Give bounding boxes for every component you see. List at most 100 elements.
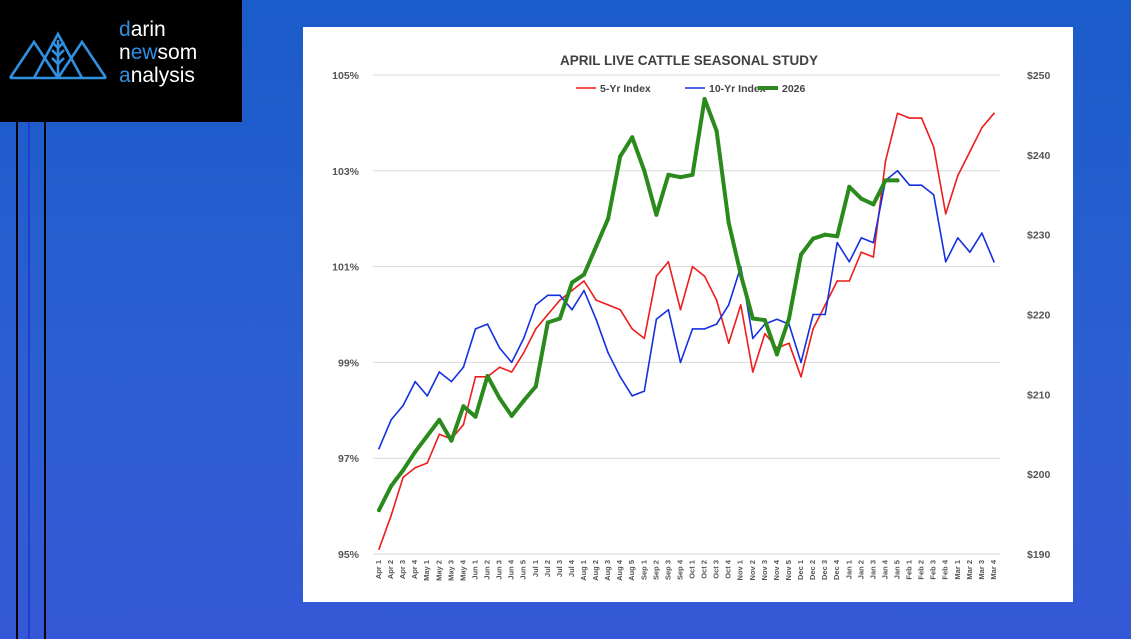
data-point: [824, 313, 826, 316]
chart-panel: APRIL LIVE CATTLE SEASONAL STUDY 95% 97% 9…: [303, 27, 1073, 602]
data-point: [824, 304, 826, 306]
left-axis-tick-label: 105%: [332, 70, 360, 82]
x-axis-tick-label: Aug 2: [591, 560, 600, 581]
data-point: [883, 178, 888, 183]
brand-wordmark: darin newsom analysis: [119, 18, 197, 87]
data-point: [872, 241, 875, 244]
data-point: [848, 280, 851, 282]
data-point: [643, 337, 646, 340]
data-point: [473, 414, 478, 419]
data-point: [860, 237, 863, 239]
data-point: [498, 347, 501, 349]
data-point: [981, 232, 983, 234]
data-point: [739, 304, 742, 306]
data-point: [703, 328, 706, 330]
x-axis-tick-label: Jan 2: [856, 560, 865, 579]
x-axis-tick-label: Aug 1: [579, 560, 588, 581]
x-axis-tick-label: Dec 3: [820, 560, 829, 580]
data-point: [678, 175, 683, 180]
data-point: [437, 417, 442, 422]
data-point: [750, 316, 755, 321]
x-axis-tick-label: Feb 2: [917, 560, 926, 580]
x-axis-tick-label: Jun 5: [519, 560, 528, 580]
data-point: [727, 304, 730, 306]
x-axis-tick-label: Apr 1: [374, 560, 383, 579]
data-point: [631, 395, 634, 397]
x-axis-tick-label: May 2: [434, 560, 443, 581]
data-point: [715, 299, 718, 301]
right-axis-tick-label: $200: [1027, 469, 1051, 481]
data-point: [389, 484, 394, 489]
brand-line-3: analysis: [119, 64, 195, 87]
x-axis-tick-label: Mar 4: [989, 559, 998, 579]
x-axis-tick-label: Apr 2: [386, 560, 395, 579]
divider-line: [28, 122, 30, 639]
data-point: [534, 328, 537, 330]
left-axis-tick-label: 103%: [332, 166, 360, 178]
data-point: [847, 184, 852, 189]
data-point: [654, 212, 659, 217]
x-axis-tick-label: Apr 3: [398, 560, 407, 579]
data-point: [969, 150, 971, 153]
data-point: [509, 413, 514, 418]
data-point: [619, 375, 621, 378]
x-axis-tick-label: Jun 3: [495, 560, 504, 580]
data-point: [848, 261, 851, 263]
data-point: [956, 174, 959, 177]
x-axis-tick-label: Dec 1: [796, 560, 805, 580]
x-axis-tick-label: Jun 2: [483, 560, 492, 580]
data-point: [594, 244, 599, 249]
data-point: [859, 196, 864, 201]
series-line-10-yr-index: [378, 170, 995, 450]
data-point: [932, 146, 935, 148]
data-point: [413, 449, 418, 454]
data-point: [667, 261, 670, 263]
data-point: [438, 371, 441, 373]
data-point: [425, 433, 430, 438]
data-point: [426, 462, 429, 464]
x-axis-tick-label: Nov 1: [736, 560, 745, 580]
left-axis-tick-label: 95%: [338, 549, 360, 561]
brand-line-1: darin: [119, 18, 166, 41]
data-point: [534, 304, 537, 306]
data-point: [390, 419, 392, 421]
data-point: [462, 423, 465, 426]
data-point: [401, 468, 406, 473]
data-point: [786, 316, 791, 321]
data-point: [908, 117, 911, 119]
data-point: [836, 280, 839, 282]
data-point: [884, 160, 887, 163]
data-point: [655, 275, 658, 277]
data-point: [715, 323, 718, 325]
x-axis-tick-label: Mar 3: [977, 560, 986, 580]
x-axis-tick-label: Sep 3: [663, 560, 672, 580]
data-point: [666, 172, 671, 177]
x-axis-tick-label: Mar 1: [953, 560, 962, 580]
data-point: [956, 237, 959, 239]
right-axis-tick-label: $220: [1027, 310, 1051, 322]
data-point: [377, 508, 382, 513]
x-axis-tick-label: May 1: [422, 560, 431, 581]
data-point: [727, 342, 730, 345]
x-axis-tick-label: Sep 1: [639, 560, 648, 580]
data-point: [414, 380, 417, 383]
data-point: [703, 275, 706, 277]
data-point: [485, 373, 490, 378]
x-axis-tick-label: Dec 4: [832, 559, 841, 580]
data-point: [702, 96, 707, 101]
data-point: [474, 375, 477, 378]
brand-logo: darin newsom analysis: [0, 0, 242, 122]
data-point: [788, 342, 790, 345]
x-axis-tick-label: Jun 1: [470, 560, 479, 580]
data-point: [545, 320, 550, 325]
data-point: [774, 352, 779, 357]
data-point: [606, 216, 611, 221]
x-axis-tick-label: Sep 4: [675, 559, 684, 580]
x-axis-tick-label: Jun 4: [507, 559, 516, 579]
data-point: [510, 371, 513, 373]
x-axis-tick-label: Oct 1: [688, 560, 697, 579]
data-point: [679, 361, 682, 364]
x-axis-tick-label: May 4: [458, 559, 467, 581]
x-axis-tick-label: Aug 5: [627, 560, 636, 581]
data-point: [655, 318, 658, 321]
